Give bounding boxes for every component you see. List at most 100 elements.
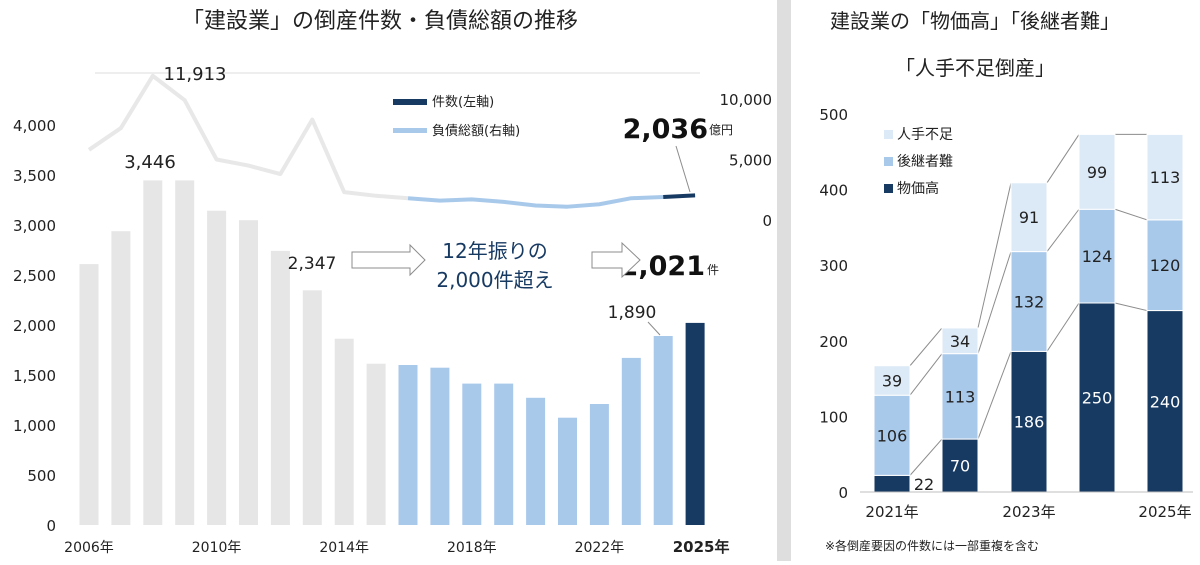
count-bar — [239, 220, 258, 525]
stack-connector-line — [1046, 134, 1080, 184]
stack-segment — [1010, 350, 1048, 493]
stack-connector-line — [977, 182, 1012, 329]
right-chart-y-tick-label: 0 — [838, 484, 848, 502]
legend-swatch-successor — [884, 157, 893, 166]
stack-segment-label: 250 — [1082, 389, 1113, 408]
label-2008-count: 3,446 — [124, 152, 176, 173]
stack-segment-label: 39 — [882, 371, 902, 390]
arrow-right — [591, 241, 641, 279]
right-y-tick-label: 10,000 — [720, 91, 773, 109]
connector-2024 — [647, 321, 661, 336]
stack-connector-line — [1046, 208, 1080, 252]
right-chart-y-tick-label: 400 — [819, 182, 848, 200]
stack-segment — [941, 353, 979, 440]
left-y-tick-label: 1,500 — [13, 367, 56, 385]
stack-segment — [1078, 302, 1116, 493]
stack-connector-line — [977, 251, 1012, 354]
right-chart-x-ticks: 2021年 2023年 2025年 — [865, 503, 1191, 521]
left-axis-ticks: 0 500 1,000 1,500 2,000 2,500 3,000 3,500 4,000 — [13, 117, 56, 535]
stack-segment-label: 34 — [950, 332, 970, 351]
count-bar — [589, 404, 609, 525]
left-y-tick-label: 0 — [46, 517, 56, 535]
legend-label-successor: 後継者難 — [897, 154, 953, 170]
stack-connector-line — [1046, 302, 1080, 352]
arrow-left — [351, 243, 426, 277]
stack-segment-label: 124 — [1082, 247, 1113, 266]
left-y-tick-label: 3,500 — [13, 167, 56, 185]
label-debt-peak: 11,913 — [164, 64, 227, 85]
stack-segment-label: 99 — [1087, 163, 1107, 182]
legend-swatch-count — [393, 99, 427, 105]
right-y-tick-label: 0 — [762, 212, 772, 230]
right-legend: 人手不足 後継者難 物価高 — [884, 127, 953, 197]
stack-segment-label: 113 — [945, 387, 976, 406]
annotation-line2: 2,000件超え — [436, 268, 553, 292]
cause-stacked-bars: 22 106 39 70 113 34 186 132 91 250 124 99 240 120 113 — [873, 133, 1184, 494]
count-bar — [334, 338, 354, 525]
stack-segment — [1078, 133, 1116, 210]
stack-connector-line — [909, 438, 943, 476]
stack-segment-label: 120 — [1150, 256, 1181, 275]
right-chart-y-tick-label: 100 — [819, 408, 848, 426]
right-chart: 建設業の「物価高」「後継者難」 「人手不足倒産」 0 100 200 300 400 50… — [819, 9, 1193, 553]
annotation-line1: 12年振りの — [442, 239, 547, 263]
stack-segment — [873, 365, 911, 396]
count-bar — [302, 290, 322, 525]
right-chart-title-line1: 建設業の「物価高」「後継者難」 — [830, 9, 1120, 33]
stack-segment-label: 113 — [1150, 168, 1181, 187]
count-bar — [430, 367, 450, 525]
right-chart-y-tick-label: 200 — [819, 333, 848, 351]
stack-segment — [873, 474, 911, 493]
left-y-tick-label: 2,000 — [13, 317, 56, 335]
stack-connector-line — [1114, 208, 1148, 221]
left-x-tick-label: 2014年 — [319, 540, 369, 556]
count-bar — [462, 383, 482, 525]
connector-2025-debt — [675, 145, 691, 193]
stack-segment — [873, 394, 911, 476]
debt-line-segment — [87, 73, 409, 201]
right-chart-x-tick-label: 2023年 — [1002, 503, 1055, 521]
stack-segment-label: 70 — [950, 457, 970, 476]
count-bar — [143, 180, 163, 525]
stack-segment-label: 91 — [1019, 208, 1039, 227]
right-axis-ticks: 0 5,000 10,000 — [720, 91, 773, 230]
count-bar — [111, 231, 131, 525]
footnote: ※各倒産要因の件数には一部重複を含む — [825, 538, 1039, 553]
label-2024-count: 1,890 — [608, 303, 657, 323]
stack-segment-label: 186 — [1014, 413, 1045, 432]
count-bar — [366, 363, 386, 525]
right-chart-title-line2: 「人手不足倒産」 — [895, 56, 1055, 80]
stack-segment-label: 240 — [1150, 392, 1181, 411]
stack-segment — [941, 327, 979, 355]
stack-connector-line — [909, 353, 943, 396]
right-chart-y-ticks: 0 100 200 300 400 500 — [819, 106, 848, 502]
count-bar — [685, 322, 705, 525]
stack-segment-label: 106 — [877, 426, 908, 445]
left-x-tick-label: 2025年 — [673, 538, 730, 556]
left-x-tick-label: 2018年 — [447, 540, 497, 556]
stack-connectors — [909, 133, 1148, 476]
label-2025-debt-unit: 億円 — [709, 123, 733, 137]
debt-line-segment — [407, 195, 664, 209]
stack-connector-line — [977, 351, 1012, 440]
right-chart-y-tick-label: 300 — [819, 257, 848, 275]
panel-divider — [777, 0, 791, 561]
left-y-tick-label: 1,000 — [13, 417, 56, 435]
debt-line-segment — [663, 193, 696, 200]
legend-label-count: 件数(左軸) — [432, 95, 494, 110]
label-2025-debt: 2,036 — [623, 114, 708, 145]
case-count-bars — [79, 180, 705, 525]
right-chart-y-tick-label: 500 — [819, 106, 848, 124]
count-bar — [653, 336, 673, 525]
count-bar — [494, 383, 514, 525]
stack-segment — [1010, 182, 1048, 253]
stack-segment — [1146, 310, 1184, 493]
right-chart-x-tick-label: 2021年 — [865, 503, 918, 521]
count-bar — [175, 180, 195, 525]
stack-segment-label: 132 — [1014, 292, 1045, 311]
legend-label-debt: 負債総額(右軸) — [432, 124, 520, 139]
right-y-tick-label: 5,000 — [729, 152, 772, 170]
left-x-ticks: 2006年 2010年 2014年 2018年 2022年 2025年 — [64, 538, 729, 556]
